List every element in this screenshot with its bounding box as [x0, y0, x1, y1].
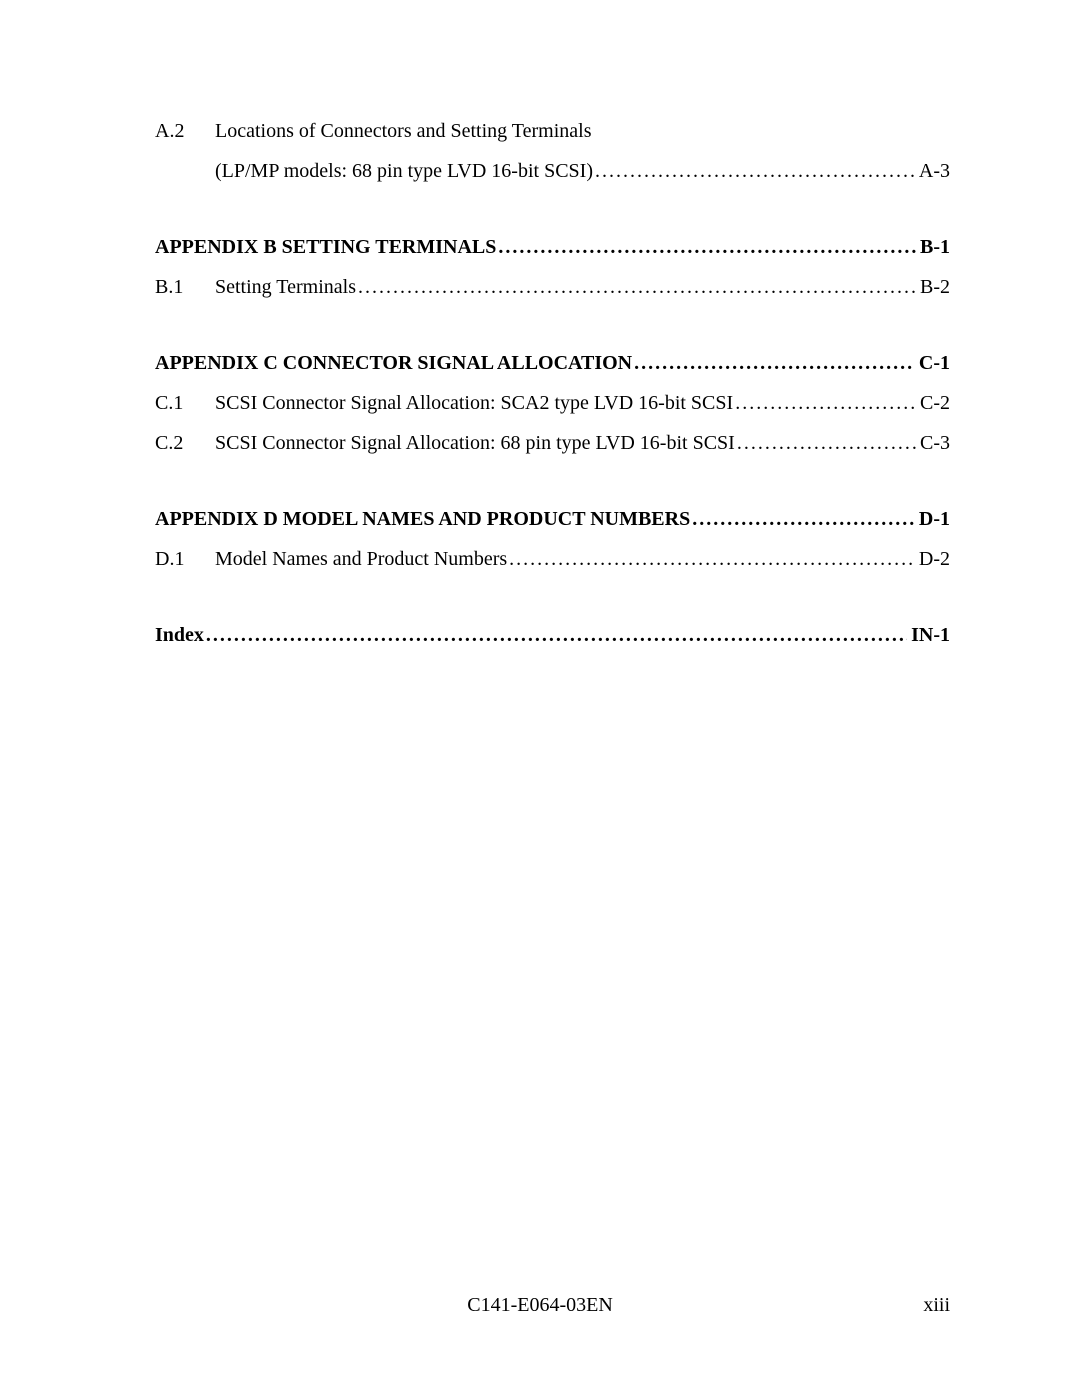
- toc-entry-appendix-b: APPENDIX B SETTING TERMINALS ...........…: [155, 231, 950, 263]
- entry-page: B-1: [916, 231, 950, 263]
- leader-dots: ........................................…: [632, 347, 915, 379]
- section-gap: [155, 467, 950, 503]
- entry-title: APPENDIX C CONNECTOR SIGNAL ALLOCATION: [155, 347, 632, 379]
- page-footer: C141-E064-03EN xiii: [0, 1294, 1080, 1317]
- footer-doc-id: C141-E064-03EN: [467, 1294, 613, 1317]
- entry-title: SCSI Connector Signal Allocation: 68 pin…: [215, 427, 735, 459]
- section-gap: [155, 583, 950, 619]
- entry-title: SCSI Connector Signal Allocation: SCA2 t…: [215, 387, 733, 419]
- entry-number: C.1: [155, 387, 215, 419]
- toc-entry-c1: C.1 SCSI Connector Signal Allocation: SC…: [155, 387, 950, 419]
- section-gap: [155, 195, 950, 231]
- leader-dots: ........................................…: [735, 427, 916, 459]
- entry-number: C.2: [155, 427, 215, 459]
- leader-dots: ........................................…: [733, 387, 916, 419]
- entry-page: C-3: [916, 427, 950, 459]
- entry-number: A.2: [155, 115, 215, 147]
- leader-dots: ........................................…: [496, 231, 916, 263]
- entry-title: APPENDIX B SETTING TERMINALS: [155, 231, 496, 263]
- entry-title: Setting Terminals: [215, 271, 356, 303]
- leader-dots: ........................................…: [690, 503, 915, 535]
- toc-entry-d1: D.1 Model Names and Product Numbers ....…: [155, 543, 950, 575]
- entry-title: Index: [155, 619, 204, 651]
- leader-dots: ........................................…: [356, 271, 916, 303]
- footer-page-number: xiii: [923, 1294, 950, 1317]
- leader-dots: ........................................…: [507, 543, 915, 575]
- leader-dots: ........................................…: [593, 155, 915, 187]
- toc-entry-c2: C.2 SCSI Connector Signal Allocation: 68…: [155, 427, 950, 459]
- entry-page: A-3: [915, 155, 950, 187]
- entry-title: Locations of Connectors and Setting Term…: [215, 115, 592, 147]
- entry-number: B.1: [155, 271, 215, 303]
- toc-entry-index: Index ..................................…: [155, 619, 950, 651]
- toc-container: A.2 Locations of Connectors and Setting …: [0, 0, 1080, 651]
- section-gap: [155, 311, 950, 347]
- toc-entry-b1: B.1 Setting Terminals ..................…: [155, 271, 950, 303]
- entry-page: D-2: [915, 543, 950, 575]
- entry-page: D-1: [915, 503, 950, 535]
- entry-title: (LP/MP models: 68 pin type LVD 16-bit SC…: [215, 155, 593, 187]
- entry-page: B-2: [916, 271, 950, 303]
- entry-title: APPENDIX D MODEL NAMES AND PRODUCT NUMBE…: [155, 503, 690, 535]
- entry-page: C-1: [915, 347, 950, 379]
- entry-number: D.1: [155, 543, 215, 575]
- entry-page: IN-1: [907, 619, 950, 651]
- toc-entry-appendix-d: APPENDIX D MODEL NAMES AND PRODUCT NUMBE…: [155, 503, 950, 535]
- toc-entry-a2-line1: A.2 Locations of Connectors and Setting …: [155, 115, 950, 147]
- entry-page: C-2: [916, 387, 950, 419]
- entry-title: Model Names and Product Numbers: [215, 543, 507, 575]
- leader-dots: ........................................…: [204, 619, 907, 651]
- toc-entry-a2-line2: (LP/MP models: 68 pin type LVD 16-bit SC…: [155, 155, 950, 187]
- toc-entry-appendix-c: APPENDIX C CONNECTOR SIGNAL ALLOCATION .…: [155, 347, 950, 379]
